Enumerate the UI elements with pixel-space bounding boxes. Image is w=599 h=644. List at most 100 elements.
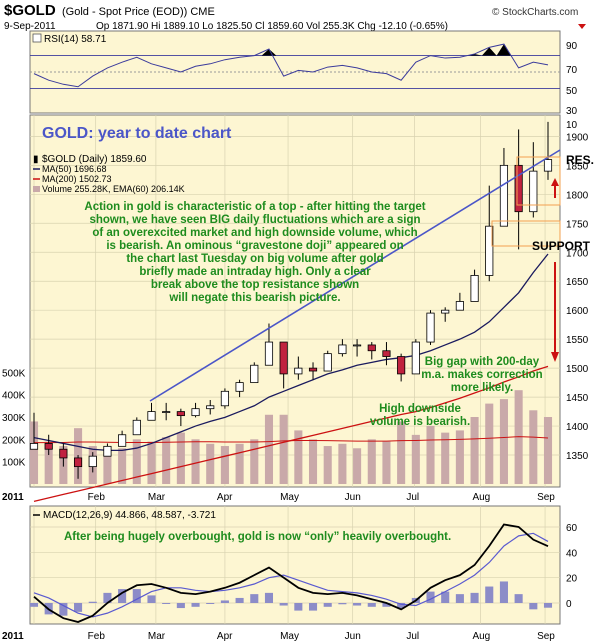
rsi-overbought-fill <box>261 49 277 56</box>
macd-histogram-bar <box>397 603 406 609</box>
rsi-tick-70: 70 <box>566 65 578 76</box>
ma200-line <box>33 365 549 503</box>
arrow-up-icon <box>551 178 559 186</box>
macd-histogram-bar <box>485 586 494 603</box>
symbol-title: $GOLD <box>4 2 56 19</box>
volume-tick-label: 100K <box>2 458 26 469</box>
volume-bar <box>485 403 494 484</box>
month-label: Mar <box>148 631 166 642</box>
price-candle <box>397 356 406 375</box>
volume-bar <box>411 434 420 484</box>
macd-tick-label: 0 <box>566 599 572 610</box>
annotation-main: Action in gold is characteristic of a to… <box>84 201 425 304</box>
macd-histogram-bar <box>294 603 303 611</box>
rsi-tick-30: 30 <box>566 106 578 117</box>
volume-bar <box>382 441 391 484</box>
month-label: Feb <box>88 492 106 503</box>
macd-histogram-bar <box>176 603 185 609</box>
arrow-down-icon <box>551 352 559 362</box>
price-candle <box>132 419 141 436</box>
macd-tick-label: 60 <box>566 523 578 534</box>
volume-bar <box>294 430 303 484</box>
volume-bar <box>162 437 171 484</box>
price-candle <box>103 445 112 457</box>
price-tick-label: 1750 <box>566 219 589 230</box>
volume-bar <box>308 439 318 484</box>
macd-histogram-bar <box>382 603 391 607</box>
rsi-legend-swatch <box>32 33 42 43</box>
month-label: Jun <box>345 492 361 503</box>
label-support: SUPPORT <box>532 239 591 253</box>
price-candle <box>485 225 494 276</box>
price-candle <box>147 411 156 421</box>
legend-gold: $GOLD (Daily) 1859.60 <box>42 154 147 165</box>
month-label: Mar <box>148 492 166 503</box>
rsi-overbought-fill <box>481 47 497 56</box>
volume-bar <box>279 414 288 484</box>
month-label: 2011 <box>2 492 24 503</box>
price-candle <box>73 457 83 468</box>
rsi-tick-90: 90 <box>566 41 578 52</box>
price-tick-label: 1900 <box>566 132 589 143</box>
volume-bar <box>176 432 185 484</box>
price-candle <box>162 411 171 413</box>
macd-histogram-bar <box>132 589 141 603</box>
macd-histogram-bar <box>353 603 362 606</box>
macd-histogram-bar <box>29 603 39 607</box>
volume-bar <box>455 430 464 484</box>
macd-histogram-bar <box>543 603 553 608</box>
month-label: Sep <box>537 492 555 503</box>
month-label: Aug <box>472 492 490 503</box>
volume-bar <box>264 414 274 484</box>
annotation-line-1: Action in gold is characteristic of a to… <box>84 201 425 213</box>
volume-bar <box>191 439 200 484</box>
volume-bar <box>118 448 127 484</box>
ma50-line <box>33 253 549 452</box>
month-label: Sep <box>537 631 555 642</box>
price-tick-label: 1450 <box>566 393 589 404</box>
macd-histogram-bar <box>206 603 215 604</box>
macd-histogram-bar <box>74 603 83 612</box>
price-candle <box>411 341 420 375</box>
month-label: Jul <box>406 492 419 503</box>
legend-volume: Volume 255.28K, EMA(60) 206.14K <box>42 184 185 194</box>
rsi-panel: RSI(14) 58.71 90 70 50 30 10 <box>29 30 578 131</box>
annotation-gap-2: m.a. makes correction <box>421 369 542 381</box>
macd-histogram-bar <box>147 595 156 603</box>
macd-tick-label: 20 <box>566 574 578 585</box>
legend-candle-icon: ▮ <box>33 154 39 165</box>
macd-signal-line <box>33 532 549 618</box>
volume-bar <box>103 452 112 484</box>
annotation-line-7: break above the top resistance shown <box>151 279 359 291</box>
month-label: Jul <box>406 631 419 642</box>
month-label: Apr <box>217 631 233 642</box>
price-candle <box>88 455 97 468</box>
volume-bar <box>250 439 259 484</box>
volume-bar <box>220 446 229 484</box>
legend-ma50: MA(50) 1696.68 <box>42 164 107 174</box>
annotation-volume-2: volume is bearish. <box>370 416 470 428</box>
source-credit: © StockCharts.com <box>492 7 578 18</box>
resistance-trendline <box>149 149 561 402</box>
volume-bar <box>206 443 215 484</box>
price-tick-label: 1400 <box>566 422 589 433</box>
price-candle <box>59 448 68 459</box>
volume-bar <box>499 399 508 484</box>
macd-histogram-bar <box>426 591 435 603</box>
price-candle <box>44 443 53 450</box>
macd-histogram-bar <box>323 603 332 607</box>
volume-bar <box>235 443 244 484</box>
price-candle <box>514 164 523 213</box>
volume-bar <box>323 446 332 484</box>
annotation-line-8: will negate this bearish picture. <box>168 292 340 304</box>
macd-histogram-bar <box>59 603 68 616</box>
price-legend: ▮ $GOLD (Daily) 1859.60 MA(50) 1696.68 M… <box>33 154 185 194</box>
rsi-tick-10: 10 <box>566 120 578 131</box>
volume-tick-label: 500K <box>2 368 26 379</box>
volume-bar <box>44 441 53 484</box>
macd-histogram-bar <box>279 603 288 606</box>
price-candle <box>323 353 332 372</box>
macd-histogram-bar <box>499 581 508 603</box>
price-tick-label: 1550 <box>566 335 589 346</box>
